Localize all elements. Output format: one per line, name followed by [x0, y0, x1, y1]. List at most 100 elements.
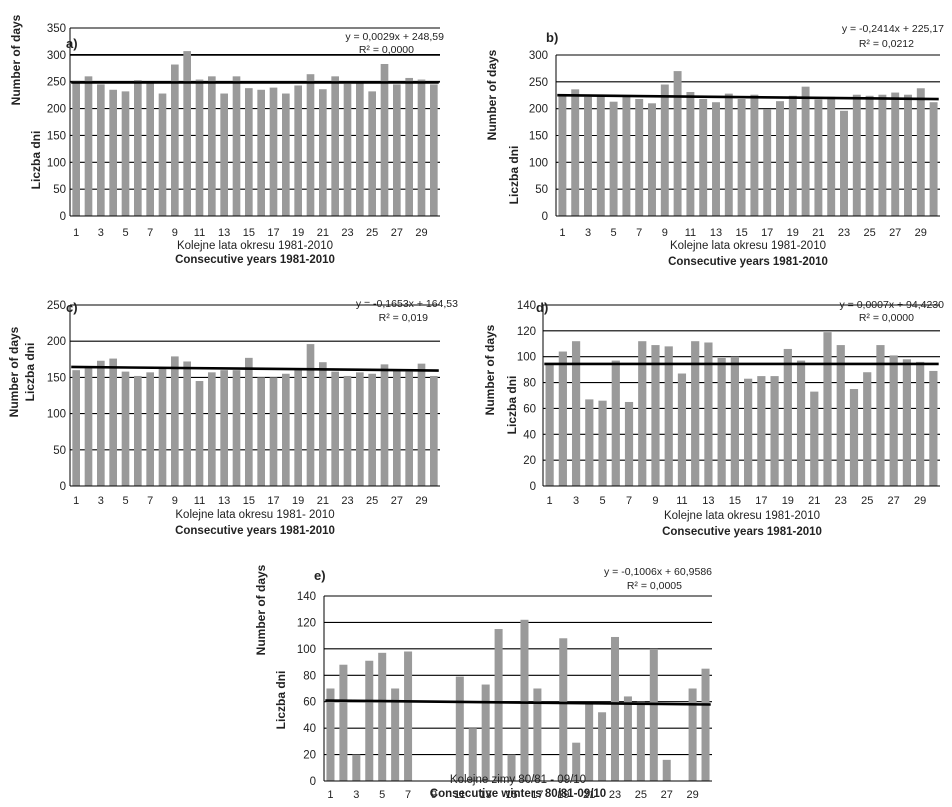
bar: [801, 86, 810, 216]
bar: [121, 371, 130, 486]
x-tick-label: 27: [391, 227, 403, 239]
bar: [343, 375, 352, 486]
bar: [84, 367, 93, 486]
y-tick-label: 100: [47, 157, 66, 169]
y-axis-label-en: Number of days: [7, 326, 21, 417]
x-tick-label: 11: [194, 495, 205, 507]
bar: [559, 638, 568, 781]
x-tick-label: 11: [676, 495, 687, 507]
x-tick-label: 17: [531, 789, 543, 801]
x-tick-label: 27: [391, 495, 403, 507]
bar: [339, 664, 348, 781]
bar: [269, 87, 278, 216]
bar: [368, 373, 376, 486]
bar: [673, 71, 682, 216]
bar: [904, 94, 912, 216]
y-tick-label: 150: [529, 131, 548, 143]
y-tick-label: 0: [310, 776, 316, 788]
bar: [257, 89, 265, 216]
bar: [380, 63, 389, 216]
bar: [724, 93, 733, 216]
bar: [195, 79, 204, 217]
bar: [533, 688, 542, 781]
bar: [343, 83, 352, 216]
x-tick-label: 7: [405, 789, 411, 801]
bar: [664, 346, 673, 486]
x-axis-label-en: Consecutive years 1981-2010: [668, 256, 828, 268]
bar: [649, 648, 658, 781]
trendline-equation: y = -0,1653x + 164,53: [356, 298, 458, 310]
y-tick-label: 250: [47, 300, 66, 312]
bar: [876, 345, 885, 486]
y-tick-label: 150: [47, 372, 66, 384]
x-tick-label: 3: [585, 227, 591, 239]
bar: [610, 636, 620, 781]
x-tick-label: 25: [861, 495, 873, 507]
bar: [269, 377, 278, 486]
bar: [232, 370, 241, 486]
panel-label: b): [546, 30, 558, 45]
x-tick-label: 7: [147, 495, 153, 507]
bar: [635, 99, 644, 216]
bar: [146, 83, 154, 216]
y-tick-label: 150: [47, 130, 66, 142]
bar: [688, 688, 697, 781]
y-tick-label: 200: [47, 104, 66, 116]
bar: [121, 91, 130, 216]
y-tick-label: 100: [47, 409, 66, 421]
r-squared: R² = 0,0005: [627, 580, 682, 592]
panel-label: a): [66, 36, 78, 51]
y-tick-label: 140: [297, 591, 316, 603]
x-axis-label-en: Consecutive years 1981-2010: [175, 254, 335, 266]
bar: [585, 704, 594, 781]
bar: [331, 76, 339, 216]
y-tick-label: 60: [523, 403, 536, 415]
bar: [520, 619, 529, 781]
x-axis-label-pl: Kolejne lata okresu 1981- 2010: [175, 509, 334, 521]
x-tick-label: 7: [626, 495, 632, 507]
bar: [97, 84, 105, 217]
bar: [744, 378, 753, 486]
x-tick-label: 19: [557, 789, 569, 801]
bar: [849, 389, 859, 486]
y-axis-label-pl: Liczba dni: [505, 376, 519, 435]
trendline-equation: y = -0,1006x + 60,9586: [604, 566, 712, 578]
trend-line: [325, 699, 711, 706]
bar: [770, 376, 779, 486]
y-tick-label: 40: [303, 723, 316, 735]
x-tick-label: 5: [122, 227, 128, 239]
trend-line: [71, 365, 439, 372]
y-axis-label-pl: Liczba dni: [507, 146, 521, 205]
x-tick-label: 25: [635, 789, 647, 801]
bar: [638, 341, 647, 486]
bar: [929, 370, 938, 486]
x-tick-label: 19: [782, 495, 794, 507]
r-squared: R² = 0,0000: [859, 312, 914, 324]
y-tick-label: 0: [60, 481, 66, 493]
bar: [558, 351, 567, 486]
x-tick-label: 7: [147, 227, 153, 239]
bar: [404, 651, 413, 781]
x-tick-label: 5: [379, 789, 385, 801]
x-tick-label: 17: [267, 227, 279, 239]
bar: [730, 356, 739, 486]
bar: [651, 345, 660, 486]
x-tick-label: 1: [327, 789, 333, 801]
bar: [455, 676, 464, 781]
r-squared: R² = 0,0000: [359, 44, 414, 56]
bar: [158, 367, 167, 486]
y-tick-label: 50: [53, 184, 66, 196]
bar: [776, 101, 784, 216]
bar: [109, 89, 117, 216]
x-tick-label: 13: [218, 227, 230, 239]
x-tick-label: 25: [366, 495, 378, 507]
bar: [545, 363, 554, 486]
bar: [326, 688, 335, 781]
x-tick-label: 11: [194, 227, 205, 239]
bar: [810, 391, 819, 486]
x-tick-label: 1: [73, 227, 79, 239]
x-tick-label: 27: [888, 495, 900, 507]
x-tick-label: 13: [218, 495, 230, 507]
